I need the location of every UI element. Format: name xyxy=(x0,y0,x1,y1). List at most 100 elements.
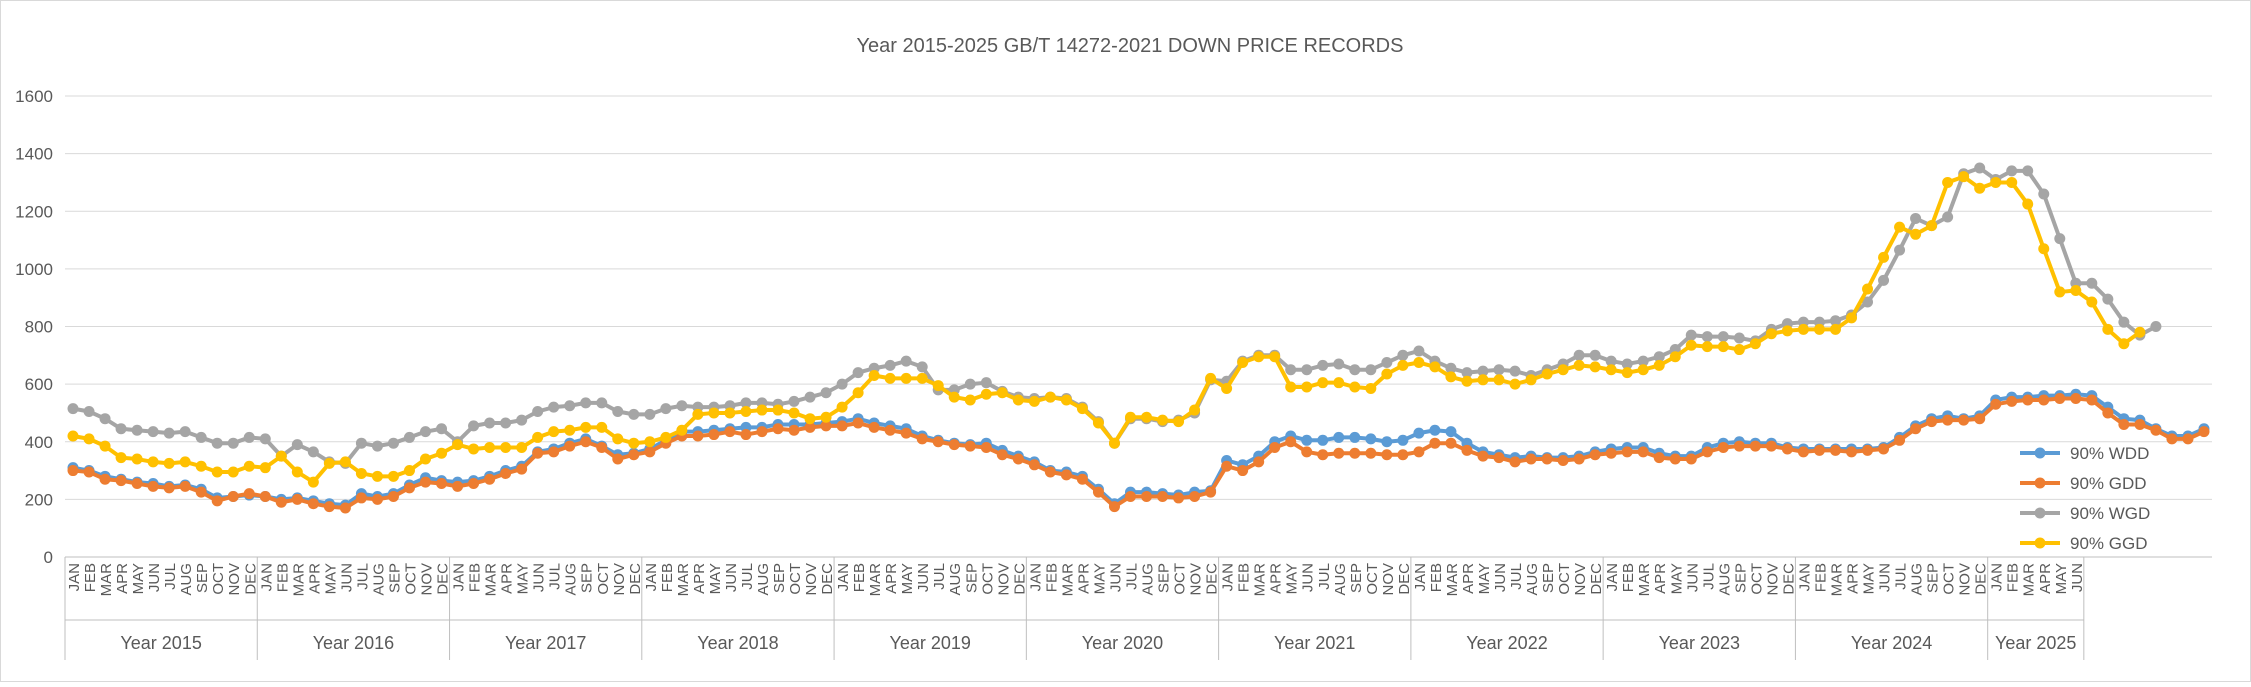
data-point xyxy=(1974,162,1986,174)
data-point xyxy=(1589,449,1601,461)
x-tick-label: DEC xyxy=(1588,563,1605,595)
data-point xyxy=(83,466,95,478)
x-tick-label: APR xyxy=(499,563,516,594)
data-point xyxy=(1044,466,1056,478)
data-point xyxy=(1365,447,1377,459)
data-point xyxy=(1221,382,1233,394)
data-point xyxy=(67,430,79,442)
data-point xyxy=(1493,374,1505,386)
data-point xyxy=(1862,283,1874,295)
data-point xyxy=(468,478,480,490)
data-point xyxy=(724,426,736,438)
chart-title: Year 2015-2025 GB/T 14272-2021 DOWN PRIC… xyxy=(857,35,1404,57)
data-point xyxy=(1910,212,1922,224)
data-point xyxy=(2150,321,2162,332)
x-tick-label: JUN xyxy=(915,563,932,592)
data-point xyxy=(2038,394,2050,406)
x-tick-label: JAN xyxy=(1412,563,1429,591)
data-point xyxy=(772,404,784,416)
data-point xyxy=(1365,433,1377,445)
data-point xyxy=(612,406,624,417)
data-point xyxy=(291,493,303,505)
x-tick-label: MAY xyxy=(515,563,532,594)
data-point xyxy=(1237,465,1249,477)
data-point xyxy=(67,465,79,477)
x-tick-label: FEB xyxy=(1620,563,1637,592)
data-point xyxy=(2054,233,2066,245)
legend-swatch-marker xyxy=(2034,447,2046,459)
data-point xyxy=(1926,416,1938,428)
data-point xyxy=(804,391,816,403)
data-point xyxy=(1317,377,1329,389)
data-point xyxy=(1285,364,1297,376)
x-tick-label: JUN xyxy=(1492,563,1509,592)
x-tick-label: MAR xyxy=(675,563,692,597)
y-tick-label: 400 xyxy=(25,433,53,452)
x-tick-label: SEP xyxy=(1732,563,1749,593)
data-point xyxy=(1525,374,1537,386)
x-tick-label: OCT xyxy=(787,563,804,595)
data-point xyxy=(916,372,928,384)
data-point xyxy=(1573,349,1585,361)
data-point xyxy=(804,413,816,425)
data-point xyxy=(163,457,175,469)
data-point xyxy=(1653,359,1665,371)
x-tick-label: MAY xyxy=(2053,563,2070,594)
data-point xyxy=(1445,437,1457,449)
data-point xyxy=(1573,359,1585,371)
data-point xyxy=(644,436,656,448)
y-tick-label: 1600 xyxy=(15,87,53,106)
data-point xyxy=(1461,444,1473,456)
data-point xyxy=(740,406,752,417)
data-point xyxy=(788,395,800,407)
data-point xyxy=(532,406,544,417)
data-point xyxy=(2198,426,2210,438)
data-point xyxy=(772,423,784,435)
gridlines xyxy=(65,95,2212,558)
data-point xyxy=(1333,431,1345,443)
data-point xyxy=(259,433,271,445)
x-tick-label: OCT xyxy=(595,563,612,595)
series-1 xyxy=(67,393,2210,514)
data-point xyxy=(884,359,896,371)
data-point xyxy=(2006,165,2018,177)
x-tick-label: APR xyxy=(1075,563,1092,594)
data-point xyxy=(323,457,335,469)
data-point xyxy=(1349,364,1361,376)
data-point xyxy=(227,466,239,478)
x-tick-label: SEP xyxy=(386,563,403,593)
data-point xyxy=(1846,312,1857,324)
data-point xyxy=(1461,375,1473,387)
x-tick-label: JUN xyxy=(146,563,163,592)
data-point xyxy=(740,429,752,441)
data-point xyxy=(580,397,592,409)
x-tick-label: JUN xyxy=(2069,563,2086,592)
y-tick-label: 1200 xyxy=(15,202,53,221)
data-point xyxy=(420,476,431,488)
data-point xyxy=(291,439,303,451)
x-tick-label: APR xyxy=(1652,563,1669,594)
data-point xyxy=(1205,486,1217,498)
data-point xyxy=(2006,176,2018,188)
x-tick-label: MAR xyxy=(2021,563,2038,597)
legend: 90% WDD 90% GDD 90% WGD 90% GGD xyxy=(2020,444,2150,553)
data-point xyxy=(1349,381,1361,393)
data-point xyxy=(2006,395,2018,407)
data-point xyxy=(195,431,207,443)
year-group-label: Year 2020 xyxy=(1082,633,1163,653)
data-point xyxy=(1525,453,1537,465)
x-tick-label: JUL xyxy=(1123,563,1140,590)
x-tick-label: JUL xyxy=(1700,563,1717,590)
data-point xyxy=(355,437,367,449)
data-point xyxy=(1413,345,1425,357)
x-tick-label: AUG xyxy=(178,563,195,596)
data-point xyxy=(852,367,864,379)
data-point xyxy=(420,453,431,465)
data-point xyxy=(644,446,656,458)
data-point xyxy=(1028,395,1040,407)
x-tick-label: APR xyxy=(883,563,900,594)
data-point xyxy=(1429,361,1441,373)
data-point xyxy=(852,417,864,429)
data-point xyxy=(2022,394,2034,406)
